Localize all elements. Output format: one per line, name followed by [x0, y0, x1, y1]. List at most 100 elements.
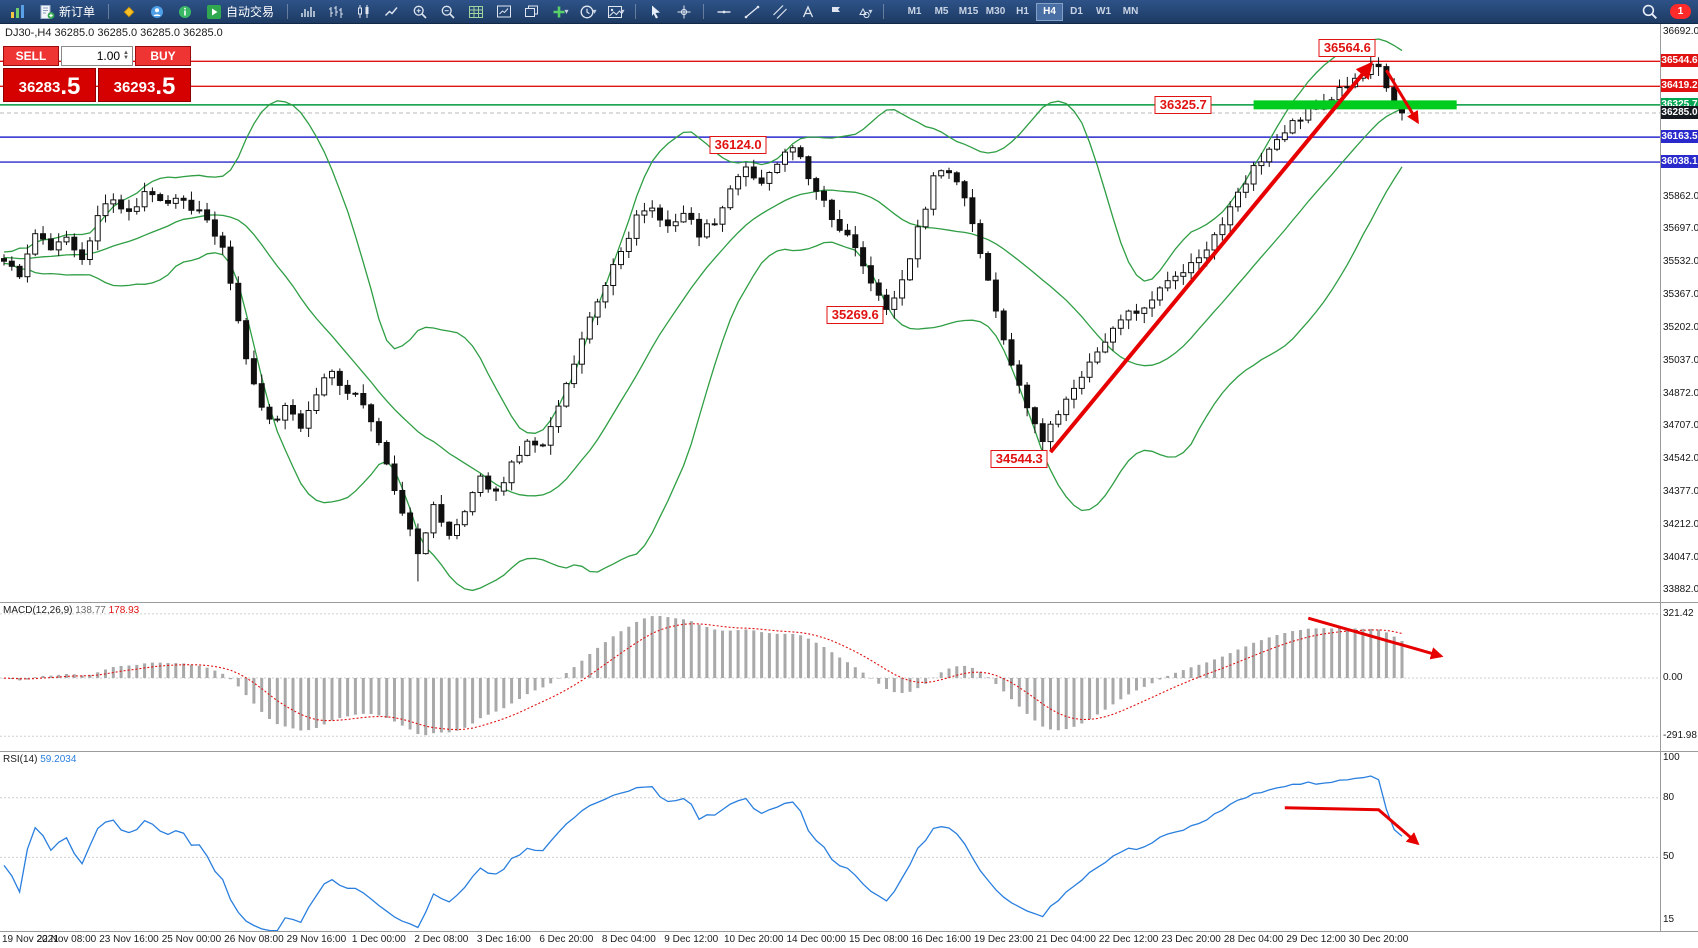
pullback-arrow[interactable] [1385, 69, 1419, 125]
templates-icon[interactable]: ▾ [603, 2, 628, 22]
macd-axis-label: -291.98 [1663, 730, 1697, 742]
toolbar-right-group: 1 [1637, 2, 1693, 22]
zoom-out-icon[interactable] [435, 2, 460, 22]
price-axis-tag: 36163.5 [1661, 130, 1698, 144]
tick-chart-icon[interactable] [295, 2, 320, 22]
macd-signal-value: 178.93 [108, 605, 140, 616]
bollinger-lower-band [3, 166, 1403, 592]
toolbar-separator [883, 4, 885, 19]
time-axis-label: 10 Dec 20:00 [724, 934, 784, 945]
time-axis-label: 6 Dec 20:00 [539, 934, 594, 945]
timeframe-button-M15[interactable]: M15 [958, 6, 979, 17]
cursor-icon[interactable] [643, 2, 668, 22]
chart-window-icon[interactable] [491, 2, 516, 22]
app-logo-icon [5, 2, 30, 22]
price-axis-label: 33882.0 [1663, 584, 1698, 596]
price-callout[interactable]: 36564.6 [1318, 39, 1376, 58]
community-icon[interactable] [144, 2, 169, 22]
timeframe-button-MN[interactable]: MN [1122, 6, 1139, 17]
volume-stepper-icons[interactable]: ▲ ▼ [123, 50, 129, 61]
timeframe-button-M1[interactable]: M1 [907, 6, 922, 17]
dropdown-caret-icon: ▾ [620, 7, 625, 16]
price-axis-tag: 36038.1 [1661, 155, 1698, 169]
time-axis-label: 29 Dec 12:00 [1286, 934, 1346, 945]
rsi-axis-label: 100 [1663, 752, 1680, 763]
macd-axis-label: 321.42 [1663, 607, 1694, 619]
rsi-label: RSI(14) 59.2034 [3, 754, 76, 765]
timeframe-button-W1[interactable]: W1 [1096, 6, 1112, 17]
time-axis-label: 22 Dec 12:00 [1098, 934, 1159, 945]
macd-main-value: 138.77 [75, 605, 106, 616]
line-chart-icon[interactable] [379, 2, 404, 22]
rsi-panel[interactable] [0, 775, 1660, 931]
macd-name: MACD(12,26,9) [3, 605, 73, 616]
rsi-line [3, 775, 1403, 931]
price-callout[interactable]: 34544.3 [990, 450, 1048, 469]
price-chart-layer[interactable] [0, 38, 1660, 592]
symbol-timeframe-label: DJ30-,H4 [5, 27, 52, 39]
price-axis-tag: 36419.2 [1661, 79, 1698, 93]
new-order-button[interactable]: 新订单 [33, 2, 101, 22]
candlestick-chart-icon[interactable] [351, 2, 376, 22]
rsi-value: 59.2034 [40, 754, 77, 765]
price-callout[interactable]: 35269.6 [826, 305, 884, 324]
price-axis-label: 34872.0 [1663, 387, 1698, 399]
cascade-windows-icon[interactable] [519, 2, 544, 22]
timeframe-button-M5[interactable]: M5 [934, 6, 949, 17]
timeframe-button-H1[interactable]: H1 [1016, 6, 1029, 17]
time-axis-label: 8 Dec 04:00 [601, 934, 656, 945]
autotrading-play-icon [207, 4, 222, 19]
time-axis-label: 19 Dec 23:00 [973, 934, 1034, 945]
sell-price-box[interactable]: 36283.5 [3, 68, 96, 102]
price-callout[interactable]: 36325.7 [1154, 95, 1212, 114]
autotrading-label: 自动交易 [226, 5, 275, 19]
shapes-tool-icon[interactable]: ▾ [851, 2, 876, 22]
time-axis-label: 16 Dec 16:00 [911, 934, 971, 945]
time-axis-label: 28 Dec 04:00 [1223, 934, 1284, 945]
notification-badge[interactable]: 1 [1670, 4, 1691, 19]
timeframe-button-D1[interactable]: D1 [1070, 6, 1083, 17]
bar-chart-icon[interactable] [323, 2, 348, 22]
timeframe-button-H4[interactable]: H4 [1036, 2, 1064, 21]
news-icon[interactable] [172, 2, 197, 22]
sell-price-pips: .5 [60, 73, 81, 100]
price-axis-label: 35367.0 [1663, 289, 1698, 301]
volume-input[interactable]: 1.00 ▲ ▼ [61, 46, 133, 66]
price-axis-label: 34707.0 [1663, 420, 1698, 432]
toolbar-separator [287, 4, 289, 19]
search-icon[interactable] [1637, 2, 1662, 22]
price-callout[interactable]: 36124.0 [709, 135, 767, 154]
rsi-down-arrow[interactable] [1284, 806, 1420, 846]
price-axis-tag: 36285.0 [1661, 105, 1698, 119]
periods-icon[interactable]: ▾ [575, 2, 600, 22]
price-axis-label: 35037.0 [1663, 354, 1698, 366]
label-tool-icon[interactable] [823, 2, 848, 22]
market-icon[interactable] [116, 2, 141, 22]
macd-panel[interactable] [0, 613, 1660, 737]
trendline-tool-icon[interactable] [739, 2, 764, 22]
price-axis-tag: 36544.6 [1661, 54, 1698, 68]
indicators-icon[interactable]: ▾ [547, 2, 572, 22]
buy-price-box[interactable]: 36293.5 [98, 68, 191, 102]
time-axis-label: 30 Dec 20:00 [1348, 934, 1409, 945]
panel-splitter-macd[interactable] [0, 602, 1698, 603]
time-axis-label: 9 Dec 12:00 [664, 934, 719, 945]
tile-windows-icon[interactable] [463, 2, 488, 22]
toolbar-separator [635, 4, 637, 19]
uptrend-arrow[interactable] [1048, 61, 1373, 454]
hline-tool-icon[interactable] [711, 2, 736, 22]
buy-button[interactable]: BUY [135, 46, 191, 66]
price-axis-label: 36692.0 [1663, 25, 1698, 37]
zoom-in-icon[interactable] [407, 2, 432, 22]
channel-tool-icon[interactable] [767, 2, 792, 22]
text-tool-icon[interactable] [795, 2, 820, 22]
crosshair-icon[interactable] [671, 2, 696, 22]
panel-splitter-rsi[interactable] [0, 751, 1698, 752]
timeframe-button-M30[interactable]: M30 [985, 6, 1006, 17]
autotrading-button[interactable]: 自动交易 [200, 2, 280, 22]
sell-button[interactable]: SELL [3, 46, 59, 66]
macd-down-arrow[interactable] [1307, 616, 1444, 660]
dropdown-caret-icon: ▾ [564, 7, 569, 16]
